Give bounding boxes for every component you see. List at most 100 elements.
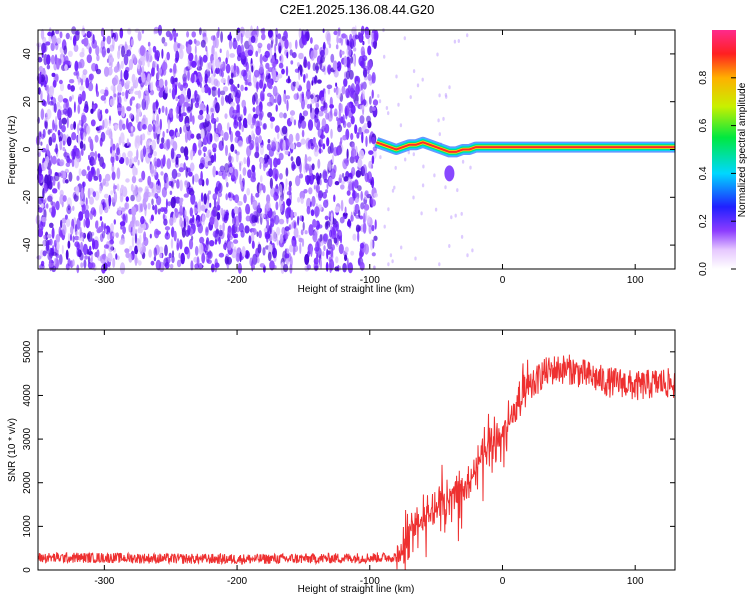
noise-blob: [225, 193, 228, 201]
noise-blob: [96, 168, 100, 178]
noise-blob: [328, 259, 335, 271]
noise-blob: [42, 250, 47, 257]
noise-blob: [279, 203, 283, 213]
noise-blob: [247, 113, 253, 126]
noise-blob: [58, 131, 64, 141]
noise-blob: [391, 259, 394, 264]
noise-blob: [43, 235, 47, 240]
noise-blob: [276, 239, 279, 246]
noise-blob: [91, 62, 97, 72]
noise-blob: [95, 45, 100, 56]
noise-blob: [236, 66, 239, 75]
noise-blob: [400, 245, 403, 250]
noise-blob: [389, 253, 393, 258]
noise-blob: [444, 93, 448, 97]
noise-blob: [144, 205, 147, 217]
noise-blob: [296, 92, 299, 100]
noise-blob: [143, 245, 146, 253]
noise-blob: [362, 164, 367, 177]
noise-blob: [302, 221, 305, 231]
noise-blob: [335, 44, 339, 50]
noise-blob: [75, 185, 80, 196]
noise-blob: [343, 78, 348, 87]
noise-blob: [335, 221, 339, 232]
noise-blob: [64, 55, 69, 67]
noise-blob: [173, 41, 179, 53]
noise-blob: [131, 73, 136, 84]
noise-blob: [59, 82, 65, 92]
noise-blob: [197, 114, 204, 121]
noise-blob: [203, 193, 207, 205]
noise-blob: [83, 218, 86, 228]
noise-blob: [301, 98, 305, 110]
noise-blob: [293, 221, 297, 230]
snr-y-axis-title: SNR (10 * v/v): [7, 418, 18, 482]
noise-blob: [303, 56, 307, 68]
noise-blob: [49, 222, 54, 228]
noise-blob: [46, 54, 51, 65]
x-tick-label: -200: [227, 576, 247, 587]
noise-blob: [62, 223, 67, 236]
noise-blob: [97, 153, 101, 162]
noise-blob: [87, 187, 91, 199]
noise-blob: [276, 226, 281, 236]
noise-blob: [124, 41, 127, 51]
y-tick-label: 2000: [22, 471, 33, 494]
noise-blob: [295, 175, 301, 187]
noise-blob: [178, 105, 182, 117]
noise-blob: [334, 206, 340, 213]
noise-blob: [135, 77, 138, 89]
noise-blob: [74, 241, 80, 248]
noise-blob: [48, 247, 54, 259]
noise-blob: [37, 56, 43, 63]
noise-blob: [82, 243, 88, 256]
noise-blob: [144, 186, 149, 198]
noise-blob: [98, 185, 102, 194]
noise-blob: [236, 104, 240, 113]
noise-blob: [45, 203, 49, 209]
noise-blob: [87, 231, 93, 243]
noise-blob: [65, 162, 71, 168]
noise-blob: [225, 57, 228, 65]
noise-blob: [56, 57, 60, 70]
noise-blob: [313, 44, 319, 51]
noise-blob: [233, 217, 237, 223]
noise-blob: [227, 227, 232, 239]
noise-blob: [290, 60, 294, 65]
noise-blob: [358, 126, 363, 135]
noise-blob: [152, 102, 157, 112]
noise-blob: [298, 173, 304, 179]
noise-blob: [139, 56, 146, 62]
noise-blob: [129, 220, 135, 228]
noise-blob: [344, 254, 348, 262]
noise-blob: [59, 140, 63, 151]
noise-blob: [119, 193, 124, 203]
noise-blob: [99, 216, 103, 221]
noise-blob: [152, 204, 155, 211]
noise-blob: [137, 227, 143, 234]
noise-blob: [51, 206, 56, 217]
noise-blob: [122, 226, 126, 235]
noise-blob: [141, 170, 146, 181]
noise-blob: [65, 249, 69, 260]
noise-blob: [220, 95, 225, 107]
noise-blob: [65, 218, 71, 227]
noise-blob: [54, 73, 59, 82]
noise-blob: [282, 93, 286, 102]
noise-blob: [421, 183, 425, 188]
noise-blob: [162, 206, 168, 212]
noise-blob: [112, 232, 116, 237]
noise-blob: [48, 35, 52, 43]
noise-blob: [67, 83, 71, 90]
noise-blob: [125, 89, 129, 100]
noise-blob: [350, 250, 355, 256]
noise-blob: [340, 235, 342, 244]
noise-blob: [200, 192, 204, 202]
noise-blob: [327, 87, 331, 95]
noise-blob: [176, 112, 179, 119]
noise-blob: [119, 221, 126, 227]
noise-blob: [215, 67, 220, 75]
noise-blob: [198, 138, 202, 150]
noise-blob: [91, 104, 96, 110]
noise-blob: [154, 161, 158, 170]
